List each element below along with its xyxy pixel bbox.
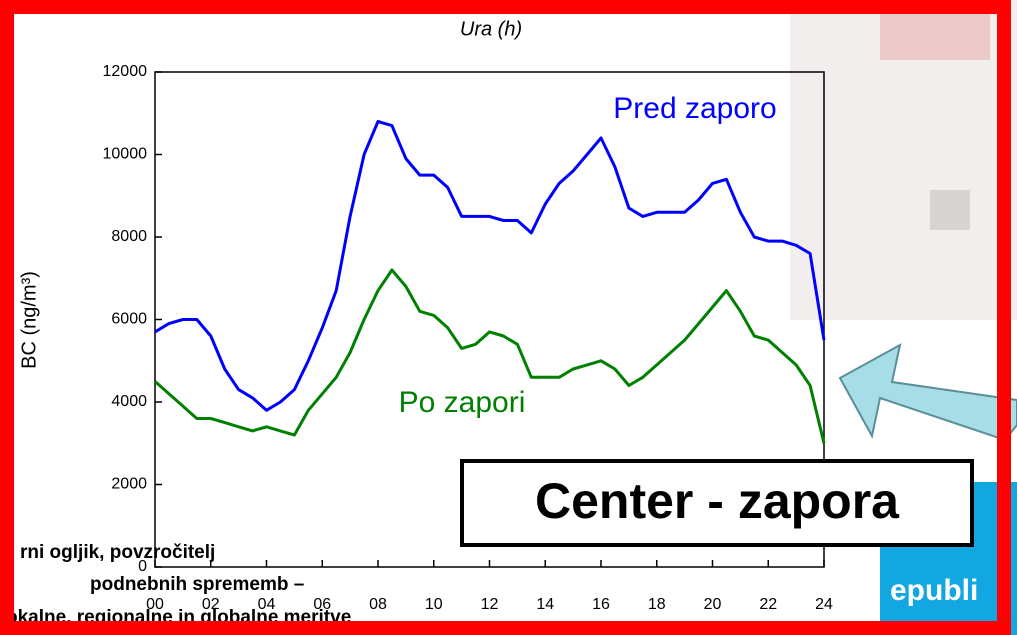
y-tick-label: 0 [138,558,147,575]
callout-text: Center - zapora [535,473,900,529]
x-tick-label: 20 [704,596,722,613]
logo-text: epubli [890,574,978,607]
series-label: Po zapori [399,386,526,419]
y-tick-label: 2000 [111,476,147,493]
x-tick-label: 06 [313,596,331,613]
x-axis-title: Ura (h) [460,18,522,40]
x-tick-label: 00 [146,596,164,613]
x-tick-label: 18 [648,596,666,613]
y-tick-label: 8000 [111,228,147,245]
callout-box [460,459,974,547]
y-tick-label: 6000 [111,311,147,328]
y-axis-title: BC (ng/m³) [18,271,40,369]
footer-line: rni ogljik, povzročitelj [20,542,215,563]
x-tick-label: 16 [592,596,610,613]
y-tick-label: 12000 [103,63,148,80]
series-label: Pred zaporo [613,92,776,125]
y-tick-label: 10000 [103,146,148,163]
x-tick-label: 02 [202,596,220,613]
data-line [154,120,826,412]
x-tick-label: 14 [536,596,554,613]
x-tick-label: 08 [369,596,387,613]
plot: 0 2000 4000 6000 8000 10000 12000 00 02 04 06 08 10 1… [103,63,834,613]
x-tick-label: 22 [759,596,777,613]
background-shape [930,190,970,230]
x-tick-label: 10 [425,596,443,613]
x-tick-label: 04 [258,596,276,613]
y-tick-label: 4000 [111,393,147,410]
x-tick-label: 12 [481,596,499,613]
arrow [838,343,1017,442]
x-tick-label: 24 [815,596,833,613]
footer-line: podnebnih sprememb – [90,574,304,595]
data-line [154,268,826,444]
